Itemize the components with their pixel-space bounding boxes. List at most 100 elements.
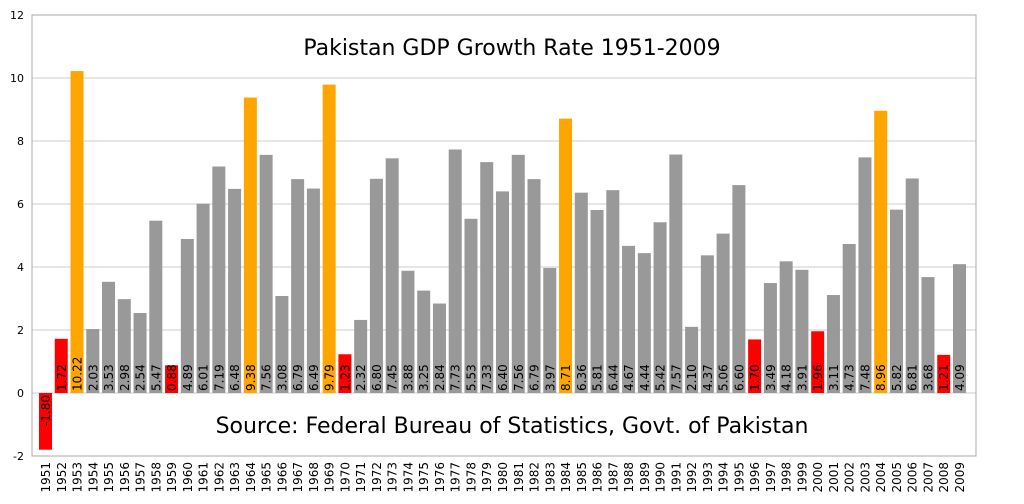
bars: -1.801.72 10.22 2.03 3.53 2.98 2.54 5.47 0.88 4.… — [39, 71, 967, 450]
x-tick-label: 1953 — [71, 462, 85, 493]
bar-1973 — [385, 158, 399, 393]
bar-1984 — [559, 118, 573, 393]
bar-2001 — [826, 295, 840, 393]
bar-2006 — [905, 178, 919, 393]
x-tick-label: 1965 — [260, 462, 274, 493]
bar-1951 — [39, 393, 52, 450]
bar-1963 — [228, 188, 242, 393]
bar-1991 — [669, 154, 683, 393]
bar-2002 — [842, 244, 856, 393]
bar-1966 — [275, 295, 289, 393]
bar-1972 — [369, 178, 383, 393]
bar-value-label: 1.72 — [55, 364, 69, 391]
bar-value-label: 4.89 — [181, 364, 195, 391]
bar-value-label: 3.25 — [417, 364, 431, 391]
bar-value-label: 6.60 — [732, 364, 746, 391]
bar-2008 — [937, 354, 951, 393]
x-tick-label: 1979 — [480, 462, 494, 493]
x-tick-label: 1956 — [118, 462, 132, 493]
x-tick-label: 2004 — [874, 462, 888, 493]
bar-value-label: 5.06 — [717, 364, 731, 391]
x-tick-label: 1990 — [654, 462, 668, 493]
bar-value-label: 7.45 — [386, 364, 400, 391]
bar-1986 — [590, 209, 604, 393]
bar-value-label: 7.56 — [512, 364, 526, 391]
bar-1993 — [700, 255, 714, 393]
x-tick-label: 1969 — [323, 462, 337, 493]
y-tick-label: 8 — [17, 135, 24, 148]
bar-value-label: 9.79 — [323, 364, 337, 391]
y-tick-label: 12 — [10, 9, 24, 22]
bar-value-label: 9.38 — [244, 364, 258, 391]
x-tick-label: 1972 — [370, 462, 384, 493]
bar-value-label: 5.81 — [591, 364, 605, 391]
x-tick-label: 2001 — [827, 462, 841, 493]
bar-2007 — [921, 277, 935, 393]
bar-value-label: 4.67 — [622, 364, 636, 391]
bar-1959 — [165, 365, 179, 393]
x-axis-ticks: 1951 1952 1953 1954 1955 1956 1957 1958 1959 1960… — [39, 462, 967, 493]
bar-1969 — [322, 84, 336, 394]
bar-value-label: 2.84 — [433, 364, 447, 391]
bar-1987 — [606, 190, 620, 393]
bar-value-label: 4.37 — [701, 364, 715, 391]
bar-1976 — [432, 303, 446, 393]
bar-value-label: 3.53 — [102, 364, 116, 391]
bar-value-label: 10.22 — [71, 357, 85, 391]
bar-value-label: 8.96 — [874, 364, 888, 391]
bar-1954 — [86, 329, 100, 393]
bar-value-label: 7.73 — [449, 364, 463, 391]
bar-value-label: 6.81 — [906, 364, 920, 391]
bar-value-label: 3.88 — [401, 364, 415, 391]
x-tick-label: 1993 — [701, 462, 715, 493]
bar-1983 — [543, 267, 557, 393]
bar-1965 — [259, 154, 273, 393]
x-tick-label: 1955 — [102, 462, 116, 493]
x-tick-label: 2002 — [843, 462, 857, 493]
x-tick-label: 1964 — [244, 462, 258, 493]
bar-1999 — [795, 269, 809, 393]
bar-value-label: 6.49 — [307, 364, 321, 391]
bar-1985 — [574, 192, 588, 393]
bar-1990 — [653, 222, 667, 393]
x-tick-label: 1976 — [433, 462, 447, 493]
x-tick-label: 2003 — [858, 462, 872, 493]
bar-1982 — [527, 179, 541, 393]
y-tick-label: 0 — [17, 387, 24, 400]
x-tick-label: 1962 — [212, 462, 226, 493]
y-tick-label: -2 — [13, 450, 24, 463]
x-tick-label: 2000 — [811, 462, 825, 493]
x-tick-label: 1994 — [717, 462, 731, 493]
bar-value-label: 2.03 — [86, 364, 100, 391]
bar-value-label: 4.09 — [953, 364, 967, 391]
bar-value-label: 1.21 — [937, 364, 951, 391]
bar-value-label: 4.44 — [638, 364, 652, 391]
bar-1955 — [102, 281, 116, 393]
bar-2000 — [811, 331, 825, 393]
bar-value-label: 6.79 — [291, 364, 305, 391]
y-tick-label: 6 — [17, 198, 24, 211]
bar-value-label: 6.01 — [197, 364, 211, 391]
bar-1979 — [480, 162, 494, 393]
bar-1960 — [180, 238, 194, 393]
x-tick-label: 1997 — [764, 462, 778, 493]
x-tick-label: 1980 — [496, 462, 510, 493]
y-axis-ticks: -2 0 2 4 6 8 10 12 — [10, 9, 24, 463]
x-tick-label: 2006 — [906, 462, 920, 493]
x-tick-label: 1957 — [134, 462, 148, 493]
x-tick-label: 1987 — [606, 462, 620, 493]
bar-value-label: 2.10 — [685, 364, 699, 391]
bar-1975 — [417, 290, 431, 393]
bar-value-label: 4.73 — [843, 364, 857, 391]
bar-1953 — [70, 71, 84, 393]
x-tick-label: 1967 — [291, 462, 305, 493]
x-tick-label: 1986 — [591, 462, 605, 493]
x-tick-label: 1991 — [669, 462, 683, 493]
bar-1992 — [685, 326, 699, 393]
x-tick-label: 1954 — [86, 462, 100, 493]
bar-value-label: 3.49 — [764, 364, 778, 391]
x-tick-label: 1978 — [464, 462, 478, 493]
bar-1968 — [306, 188, 320, 393]
bar-value-label: 4.18 — [780, 364, 794, 391]
